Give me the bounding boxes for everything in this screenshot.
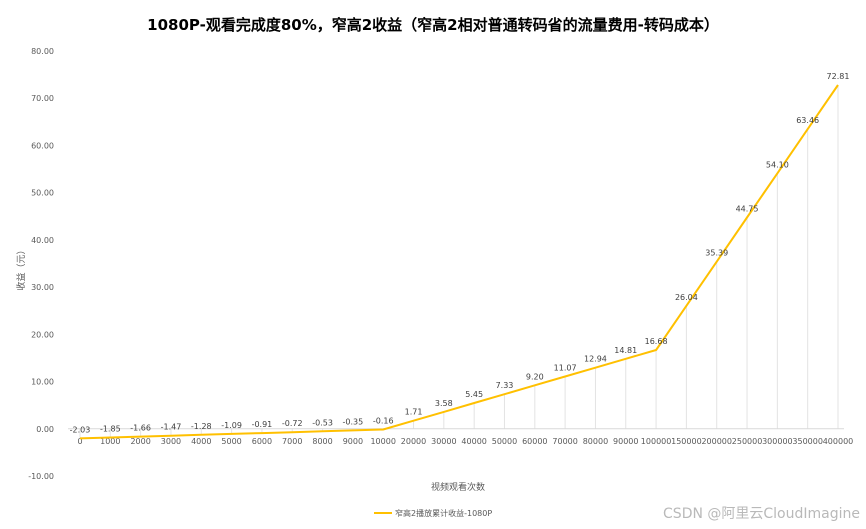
chart-title: 1080P-观看完成度80%，窄高2收益（窄高2相对普通转码省的流量费用-转码成… (147, 16, 719, 34)
x-tick-label: 2000 (130, 437, 150, 446)
y-tick-label: 20.00 (31, 330, 54, 339)
y-tick-label: 10.00 (31, 378, 54, 387)
x-tick-label: 300000 (762, 437, 793, 446)
y-tick-label: 70.00 (31, 94, 54, 103)
x-tick-label: 60000 (522, 437, 547, 446)
x-tick-label: 100000 (641, 437, 672, 446)
data-label: 11.07 (554, 364, 577, 373)
data-label: -2.03 (70, 425, 91, 434)
data-label: -0.53 (312, 418, 333, 427)
y-tick-label: 50.00 (31, 189, 54, 198)
x-tick-label: 150000 (671, 437, 702, 446)
watermark: CSDN @阿里云CloudImagine (663, 506, 860, 522)
x-tick-label: 90000 (613, 437, 638, 446)
series-line (79, 84, 839, 440)
data-label: 3.58 (435, 399, 453, 408)
data-label: 44.75 (736, 204, 759, 213)
data-label: 16.68 (645, 337, 668, 346)
x-tick-label: 5000 (221, 437, 241, 446)
x-tick-label: 50000 (492, 437, 517, 446)
legend-label: 窄高2播放累计收益-1080P (395, 508, 492, 518)
data-label: -0.35 (343, 417, 364, 426)
x-tick-label: 250000 (732, 437, 763, 446)
x-tick-label: 400000 (823, 437, 854, 446)
data-label: 54.10 (766, 160, 789, 169)
x-tick-label: 80000 (583, 437, 608, 446)
x-tick-label: 70000 (552, 437, 577, 446)
data-label: 5.45 (465, 390, 483, 399)
data-label: -1.85 (100, 425, 121, 434)
x-tick-label: 8000 (312, 437, 332, 446)
data-label: 26.04 (675, 293, 698, 302)
data-label: 35.39 (705, 249, 728, 258)
x-tick-label: 350000 (792, 437, 823, 446)
x-axis-ticks: 0 1000 2000 3000 4000 5000 6000 7000 8000 9000 100… (77, 437, 853, 446)
x-tick-label: 9000 (343, 437, 363, 446)
data-label: 63.46 (796, 116, 819, 125)
x-tick-label: 7000 (282, 437, 302, 446)
y-tick-label: 60.00 (31, 141, 54, 150)
x-tick-label: 40000 (461, 437, 486, 446)
x-tick-label: 200000 (701, 437, 732, 446)
y-tick-label: -10.00 (28, 472, 54, 481)
data-label: -1.09 (221, 421, 242, 430)
data-label: 72.81 (827, 72, 850, 81)
x-tick-label: 0 (77, 437, 82, 446)
y-tick-label: 30.00 (31, 283, 54, 292)
data-label: -1.28 (191, 422, 212, 431)
data-label: 14.81 (614, 346, 637, 355)
data-label: -0.72 (282, 419, 303, 428)
x-tick-label: 4000 (191, 437, 211, 446)
x-tick-label: 6000 (252, 437, 272, 446)
data-label: -0.16 (373, 417, 394, 426)
y-tick-label: 0.00 (36, 425, 54, 434)
data-label: -1.66 (130, 424, 151, 433)
drop-lines (79, 84, 839, 439)
data-label: 1.71 (405, 408, 423, 417)
data-labels: -2.03 -1.85 -1.66 -1.47 -1.28 -1.09 -0.91 -0.72… (70, 72, 850, 434)
y-axis-title: 收益（元） (15, 245, 27, 290)
data-label: -0.91 (252, 420, 273, 429)
x-tick-label: 3000 (161, 437, 181, 446)
data-label: 7.33 (496, 381, 514, 390)
data-label: -1.47 (161, 423, 182, 432)
legend: 窄高2播放累计收益-1080P (374, 508, 492, 518)
x-tick-label: 10000 (370, 437, 395, 446)
y-tick-label: 80.00 (31, 47, 54, 56)
y-tick-label: 40.00 (31, 236, 54, 245)
x-tick-label: 20000 (401, 437, 426, 446)
x-axis-title: 视频观看次数 (431, 481, 485, 493)
x-tick-label: 30000 (431, 437, 456, 446)
y-axis-ticks: -10.00 0.00 10.00 20.00 30.00 40.00 50.00 60.00… (28, 47, 54, 481)
data-label: 12.94 (584, 355, 607, 364)
data-label: 9.20 (526, 372, 544, 381)
x-tick-label: 1000 (100, 437, 120, 446)
